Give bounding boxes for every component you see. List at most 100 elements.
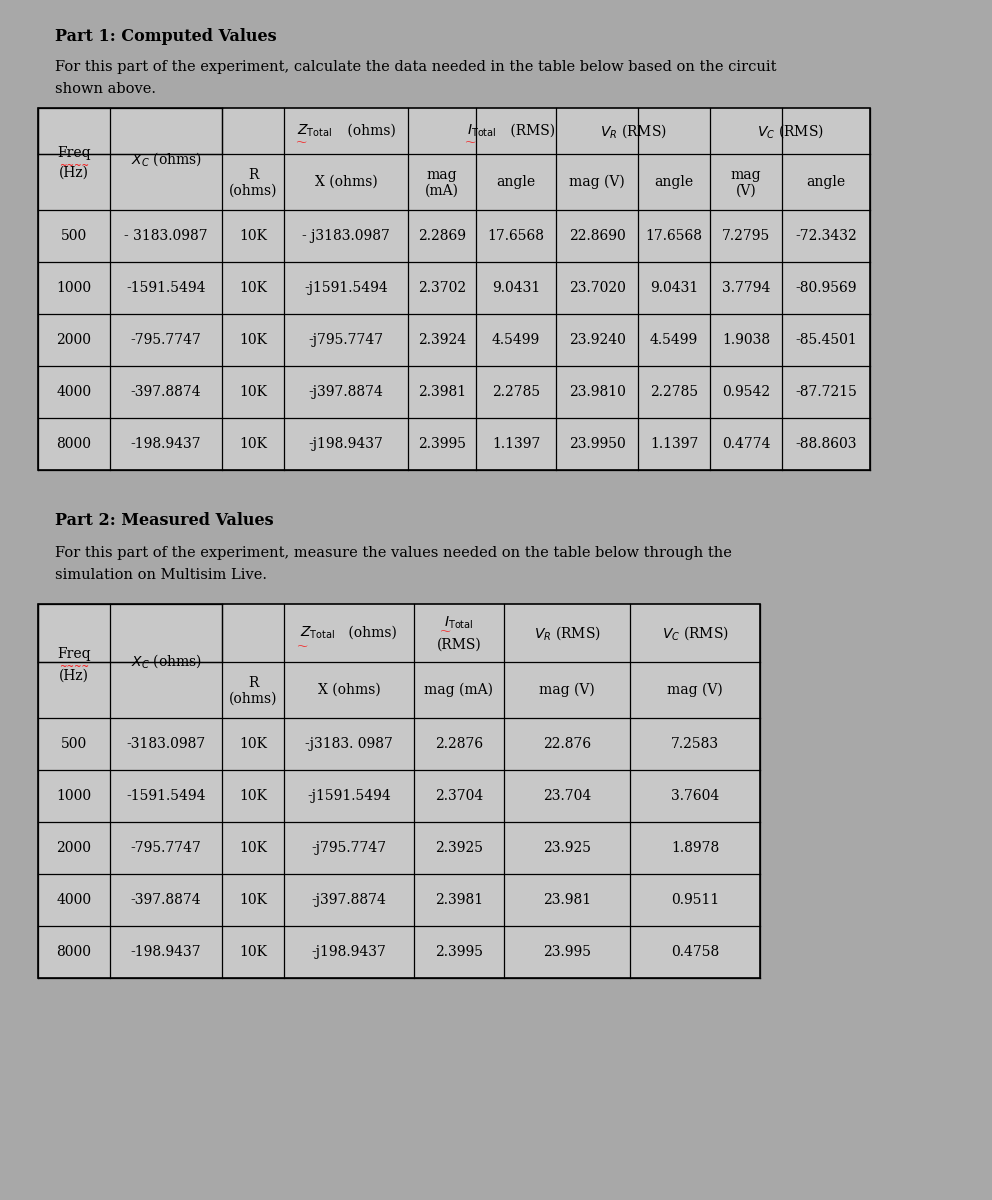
Text: $\widetilde{\quad}$: $\widetilde{\quad}$ [438,625,451,636]
Text: 10K: 10K [239,841,267,854]
Bar [38,604,760,978]
Bar [38,604,222,662]
Text: 2.2785: 2.2785 [650,385,698,398]
Text: 4000: 4000 [57,385,91,398]
Text: X (ohms): X (ohms) [317,683,380,697]
Text: Freq: Freq [58,647,91,661]
Text: 2.3702: 2.3702 [418,281,466,295]
Text: R: R [248,676,258,690]
Text: -795.7747: -795.7747 [131,841,201,854]
Text: 8000: 8000 [57,437,91,451]
Text: 2.3924: 2.3924 [418,332,466,347]
Text: 22.8690: 22.8690 [568,229,625,242]
Text: 4.5499: 4.5499 [492,332,540,347]
Text: Freq: Freq [58,146,91,160]
Text: ~~~~: ~~~~ [59,662,89,671]
Text: 2.2785: 2.2785 [492,385,540,398]
Text: 1000: 1000 [57,790,91,803]
Text: 0.4774: 0.4774 [722,437,770,451]
Text: 2.3981: 2.3981 [418,385,466,398]
Text: 2000: 2000 [57,332,91,347]
Text: $V_C$ (RMS): $V_C$ (RMS) [662,624,728,642]
Text: 23.9810: 23.9810 [568,385,625,398]
Text: 500: 500 [61,229,87,242]
Text: $V_C$ (RMS): $V_C$ (RMS) [757,122,823,140]
Text: $X_C$ (ohms): $X_C$ (ohms) [131,652,201,670]
Text: (V): (V) [736,184,756,198]
Text: 4000: 4000 [57,893,91,907]
Text: shown above.: shown above. [55,82,156,96]
Text: X (ohms): X (ohms) [314,175,377,188]
Text: -j795.7747: -j795.7747 [309,332,384,347]
Text: mag: mag [731,168,761,182]
Text: -3183.0987: -3183.0987 [126,737,205,751]
Text: $\widetilde{\quad}$: $\widetilde{\quad}$ [295,136,308,146]
Text: $I_\mathrm{Total}$: $I_\mathrm{Total}$ [444,614,474,631]
Text: mag (mA): mag (mA) [425,683,493,697]
Text: $Z_\mathrm{Total}$: $Z_\mathrm{Total}$ [301,625,335,641]
Text: $\widetilde{\quad}$: $\widetilde{\quad}$ [463,136,476,146]
Text: 3.7604: 3.7604 [671,790,719,803]
Text: 23.7020: 23.7020 [568,281,625,295]
Text: 2000: 2000 [57,841,91,854]
Text: 8000: 8000 [57,946,91,959]
Bar [38,108,870,470]
Text: 0.4758: 0.4758 [671,946,719,959]
Text: 7.2583: 7.2583 [671,737,719,751]
Text: 10K: 10K [239,737,267,751]
Text: ~~~~: ~~~~ [59,161,89,170]
Text: mag (V): mag (V) [569,175,625,190]
Text: -1591.5494: -1591.5494 [126,281,205,295]
Text: R: R [248,168,258,182]
Text: 2.3995: 2.3995 [435,946,483,959]
Text: 22.876: 22.876 [543,737,591,751]
Text: (ohms): (ohms) [229,692,277,706]
Text: 1.1397: 1.1397 [650,437,698,451]
Text: 23.981: 23.981 [543,893,591,907]
Text: $X_C$ (ohms): $X_C$ (ohms) [131,150,201,168]
Text: 10K: 10K [239,437,267,451]
Text: 2.3995: 2.3995 [418,437,466,451]
Text: 23.704: 23.704 [543,790,591,803]
Text: -198.9437: -198.9437 [131,946,201,959]
Text: 1000: 1000 [57,281,91,295]
Text: -j397.8874: -j397.8874 [309,385,384,398]
Text: 2.2869: 2.2869 [418,229,466,242]
Text: (ohms): (ohms) [229,184,277,198]
Text: (mA): (mA) [425,184,459,198]
Text: angle: angle [655,175,693,188]
Text: 2.3925: 2.3925 [435,841,483,854]
Text: 10K: 10K [239,893,267,907]
Text: -198.9437: -198.9437 [131,437,201,451]
Text: 7.2795: 7.2795 [722,229,770,242]
Text: angle: angle [806,175,845,188]
Text: -397.8874: -397.8874 [131,893,201,907]
Text: $I_\mathrm{Total}$: $I_\mathrm{Total}$ [467,122,497,139]
Text: 10K: 10K [239,385,267,398]
Text: $V_R$ (RMS): $V_R$ (RMS) [534,624,600,642]
Text: For this part of the experiment, calculate the data needed in the table below ba: For this part of the experiment, calcula… [55,60,777,74]
Text: 10K: 10K [239,946,267,959]
Text: (RMS): (RMS) [506,124,556,138]
Text: 9.0431: 9.0431 [650,281,698,295]
Text: simulation on Multisim Live.: simulation on Multisim Live. [55,568,267,582]
Text: (Hz): (Hz) [59,670,89,683]
Text: 4.5499: 4.5499 [650,332,698,347]
Text: -j795.7747: -j795.7747 [311,841,387,854]
Text: -j1591.5494: -j1591.5494 [308,790,391,803]
Text: 2.3704: 2.3704 [434,790,483,803]
Text: - 3183.0987: - 3183.0987 [124,229,207,242]
Text: mag (V): mag (V) [668,683,723,697]
Text: 0.9511: 0.9511 [671,893,719,907]
Text: 9.0431: 9.0431 [492,281,540,295]
Text: 17.6568: 17.6568 [487,229,545,242]
Text: 0.9542: 0.9542 [722,385,770,398]
Text: -j397.8874: -j397.8874 [311,893,387,907]
Text: 10K: 10K [239,229,267,242]
Text: -j3183. 0987: -j3183. 0987 [306,737,393,751]
Text: Part 2: Measured Values: Part 2: Measured Values [55,512,274,529]
Text: Part 1: Computed Values: Part 1: Computed Values [55,28,277,44]
Text: 23.925: 23.925 [543,841,591,854]
Text: 3.7794: 3.7794 [722,281,770,295]
Text: - j3183.0987: - j3183.0987 [302,229,390,242]
